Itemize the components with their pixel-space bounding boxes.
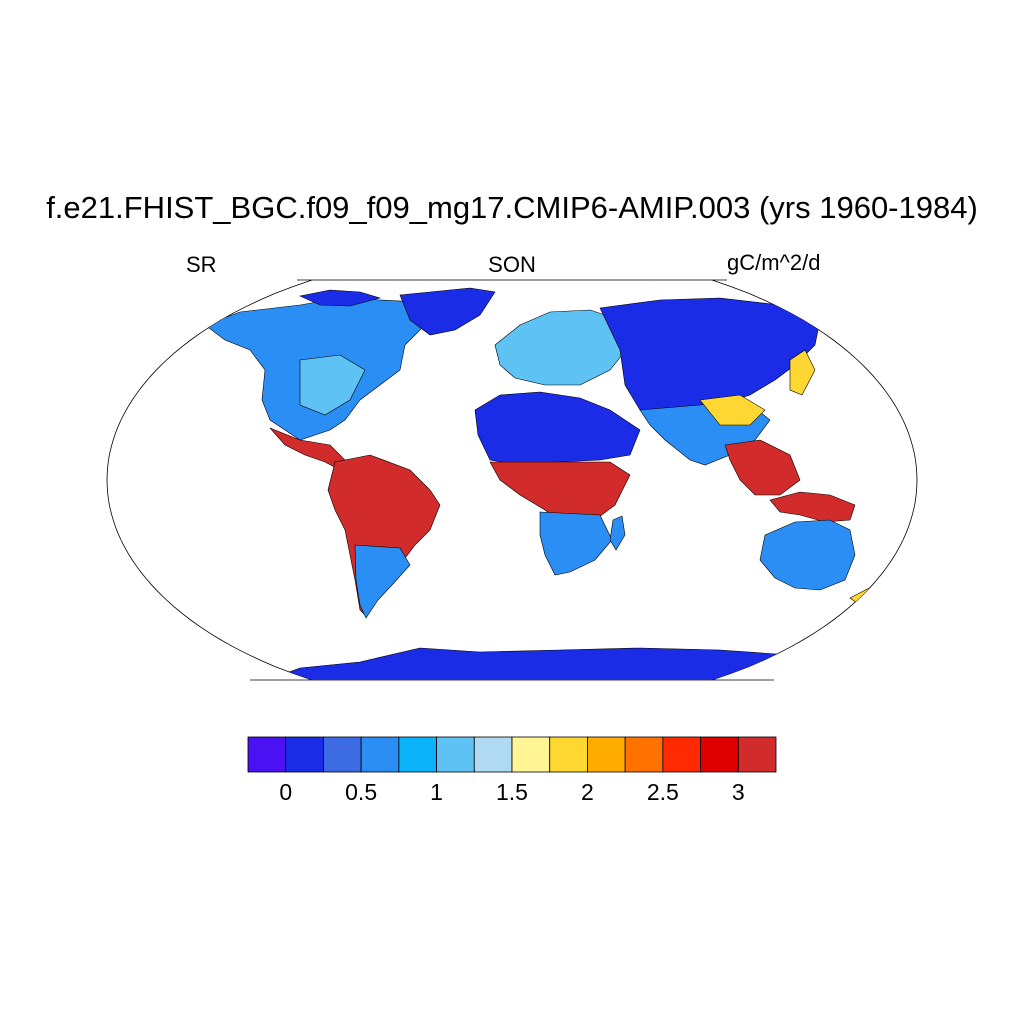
indonesia xyxy=(769,491,856,523)
colorbar-box xyxy=(700,736,739,773)
colorbar-box xyxy=(662,736,701,773)
colorbar-tick-label: 1.5 xyxy=(496,779,528,805)
colorbar-tick-labels: 0 0.5 1 1.5 2 2.5 3 xyxy=(279,779,744,805)
australia xyxy=(759,519,856,591)
colorbar-tick-label: 2.5 xyxy=(647,779,679,805)
colorbar-box xyxy=(473,736,513,773)
canadian-arctic-islands xyxy=(299,289,382,307)
east-asia-warm xyxy=(699,394,766,426)
colorbar-box xyxy=(360,736,400,773)
southeast-asia xyxy=(724,439,801,496)
colorbar-box xyxy=(247,736,287,773)
map-title: f.e21.FHIST_BGC.f09_f09_mg17.CMIP6-AMIP.… xyxy=(46,190,978,225)
colorbar-box xyxy=(587,736,626,773)
colorbar-tick-label: 0.5 xyxy=(345,779,377,805)
colorbar-tick-label: 1 xyxy=(430,779,443,805)
south-america-south xyxy=(354,544,411,619)
antarctica xyxy=(199,647,821,680)
colorbar-boxes xyxy=(247,736,777,773)
north-america-east-forest xyxy=(299,354,366,416)
colorbar-box xyxy=(624,736,664,773)
season-label: SON xyxy=(488,252,536,277)
units-label: gC/m^2/d xyxy=(727,250,821,275)
africa-south xyxy=(539,511,613,576)
colorbar-tick-label: 3 xyxy=(732,779,745,805)
colorbar-box xyxy=(398,736,437,773)
madagascar xyxy=(609,515,626,551)
colorbar-box xyxy=(511,736,551,773)
variable-label: SR xyxy=(186,252,217,277)
greenland xyxy=(399,287,496,336)
colorbar-box xyxy=(285,736,324,773)
japan xyxy=(789,349,816,396)
asia xyxy=(599,297,821,421)
colorbar-box xyxy=(549,736,588,773)
colorbar-box xyxy=(436,736,475,773)
europe xyxy=(494,309,631,386)
colorbar-box xyxy=(737,736,777,773)
land-layer xyxy=(199,287,886,680)
colorbar-tick-label: 0 xyxy=(279,779,292,805)
colorbar-box xyxy=(323,736,362,773)
africa-sahara xyxy=(474,391,641,466)
colorbar-tick-label: 2 xyxy=(581,779,594,805)
